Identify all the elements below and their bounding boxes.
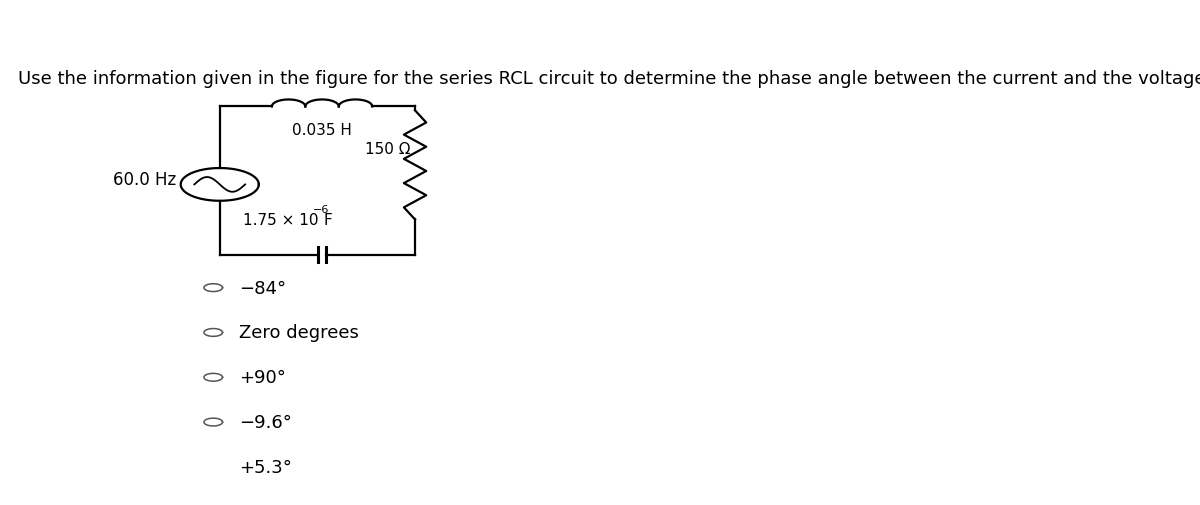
Text: −84°: −84° xyxy=(239,279,287,297)
Text: −6: −6 xyxy=(313,204,329,214)
Text: Use the information given in the figure for the series RCL circuit to determine : Use the information given in the figure … xyxy=(18,70,1200,88)
Text: 150 Ω: 150 Ω xyxy=(365,142,410,157)
Text: Zero degrees: Zero degrees xyxy=(239,324,359,342)
Text: 60.0 Hz: 60.0 Hz xyxy=(113,171,176,189)
Text: F: F xyxy=(324,213,332,228)
Text: +5.3°: +5.3° xyxy=(239,458,292,476)
Text: −9.6°: −9.6° xyxy=(239,413,292,431)
Text: 1.75 × 10: 1.75 × 10 xyxy=(242,213,318,228)
Text: 0.035 H: 0.035 H xyxy=(292,123,352,138)
Text: +90°: +90° xyxy=(239,369,286,386)
